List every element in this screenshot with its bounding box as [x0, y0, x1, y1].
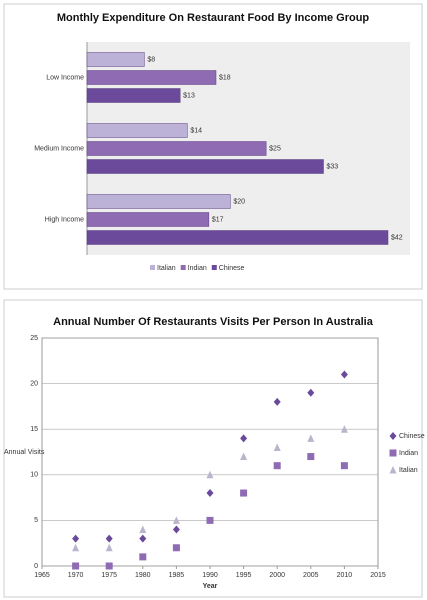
point — [105, 562, 113, 570]
x-tick-label: 1985 — [169, 572, 185, 579]
value-label: $33 — [327, 163, 339, 170]
y-tick-label: 10 — [30, 472, 38, 479]
bar — [86, 123, 188, 138]
point — [105, 534, 113, 543]
y-tick-label: 0 — [34, 563, 38, 570]
point — [172, 525, 180, 534]
bar — [86, 212, 210, 227]
point — [340, 462, 348, 470]
y-tick-label: 15 — [30, 426, 38, 433]
point — [105, 543, 113, 552]
legend-label: Italian — [399, 467, 418, 474]
point — [72, 543, 80, 552]
point — [72, 534, 80, 543]
point — [206, 489, 214, 498]
value-label: $17 — [212, 216, 224, 223]
value-label: $8 — [147, 56, 155, 63]
point — [240, 452, 248, 461]
point — [172, 516, 180, 524]
bar — [86, 230, 389, 245]
x-tick-label: 1990 — [202, 572, 218, 579]
category-label: Low Income — [46, 74, 84, 81]
point — [139, 525, 147, 534]
y-axis-label: Annual Visits — [4, 449, 45, 456]
point — [72, 562, 80, 570]
point — [240, 489, 248, 497]
x-axis-label: Year — [203, 583, 218, 590]
value-label: $13 — [183, 92, 195, 99]
legend-label: Chinese — [399, 433, 425, 440]
point — [340, 425, 348, 433]
x-tick-label: 2000 — [269, 572, 285, 579]
value-label: $42 — [391, 234, 403, 241]
y-tick-label: 5 — [34, 517, 38, 524]
legend-label: Indian — [399, 450, 418, 457]
bar — [86, 159, 324, 174]
point — [273, 462, 281, 470]
point — [139, 534, 147, 543]
legend-marker — [389, 449, 397, 457]
x-tick-label: 1995 — [236, 572, 252, 579]
category-label: Medium Income — [34, 145, 84, 152]
plot-area — [41, 337, 379, 567]
bar — [86, 88, 181, 103]
point — [307, 434, 315, 442]
chart-title: Monthly Expenditure On Restaurant Food B… — [57, 12, 370, 24]
x-tick-label: 2015 — [370, 572, 386, 579]
point — [307, 388, 315, 397]
point — [172, 544, 180, 552]
bar — [86, 194, 231, 209]
value-label: $18 — [219, 74, 231, 81]
legend-marker — [389, 466, 397, 474]
value-label: $25 — [269, 145, 281, 152]
category-label: High Income — [45, 216, 84, 223]
x-tick-label: 1970 — [68, 572, 84, 579]
bar — [86, 70, 217, 85]
chart-title: Annual Number Of Restaurants Visits Per … — [53, 316, 374, 328]
point — [206, 470, 214, 479]
point — [307, 453, 315, 461]
x-tick-label: 1965 — [34, 572, 50, 579]
legend-label: Italian — [157, 265, 176, 272]
legend-marker — [389, 432, 397, 440]
x-tick-label: 1975 — [101, 572, 117, 579]
y-tick-label: 20 — [30, 380, 38, 387]
value-label: $14 — [190, 127, 202, 134]
point — [273, 397, 281, 406]
legend-swatch — [211, 265, 217, 270]
point — [139, 553, 147, 561]
legend-label: Chinese — [219, 265, 245, 272]
point — [206, 516, 214, 524]
x-tick-label: 2010 — [337, 572, 353, 579]
y-tick-label: 25 — [30, 335, 38, 342]
legend-swatch — [150, 265, 155, 270]
legend-label: Indian — [188, 265, 207, 272]
x-tick-label: 1980 — [135, 572, 151, 579]
point — [273, 443, 281, 451]
bar — [86, 141, 267, 156]
legend-swatch — [180, 265, 186, 270]
point — [340, 370, 348, 379]
bar — [86, 52, 145, 67]
value-label: $20 — [233, 198, 245, 205]
x-tick-label: 2005 — [303, 572, 319, 579]
point — [240, 434, 248, 443]
